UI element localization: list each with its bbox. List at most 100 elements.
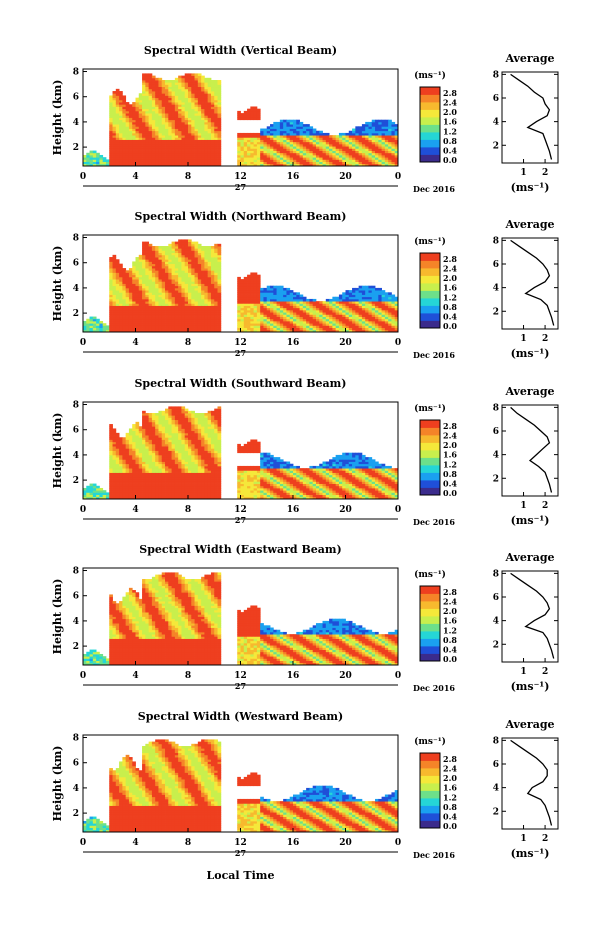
heatmap-cell [165, 303, 169, 306]
heatmap-cell [148, 141, 153, 145]
heatmap-cell [289, 130, 294, 134]
heatmap-cell [381, 292, 386, 295]
heatmap-cell [165, 106, 169, 110]
heatmap-cell [335, 312, 340, 315]
heatmap-cell [155, 320, 159, 324]
heatmap-cell [256, 281, 261, 284]
heatmap-cell [371, 320, 376, 324]
heatmap-cell [358, 128, 363, 132]
heatmap-cell [204, 126, 209, 129]
heatmap-cell [128, 312, 133, 315]
heatmap-cell [128, 323, 133, 326]
heatmap-cell [201, 307, 205, 311]
heatmap-cell [184, 159, 189, 162]
heatmap-cell [283, 128, 287, 132]
heatmap-cell [109, 430, 113, 434]
heatmap-cell [165, 157, 169, 160]
heatmap-cell [194, 259, 199, 262]
heatmap-cell [388, 325, 392, 328]
heatmap-cell [102, 163, 107, 167]
heatmap-cell [279, 325, 284, 328]
heatmap-cell [276, 139, 281, 143]
heatmap-cell [119, 452, 123, 456]
heatmap-cell [306, 303, 310, 306]
heatmap-cell [283, 314, 287, 317]
heatmap-cell [306, 130, 310, 134]
heatmap-cell [148, 296, 153, 300]
heatmap-cell [165, 95, 169, 99]
heatmap-cell [286, 309, 291, 313]
heatmap-cell [191, 250, 195, 254]
heatmap-cell [142, 137, 146, 140]
heatmap-cell [302, 325, 307, 328]
heatmap-cell [243, 161, 248, 165]
heatmap-cell [128, 437, 133, 440]
heatmap-cell [138, 327, 143, 331]
heatmap-cell [155, 157, 159, 160]
heatmap-cell [210, 108, 215, 112]
heatmap-cell [283, 146, 287, 149]
heatmap-cell [338, 325, 343, 328]
heatmap-cell [329, 150, 333, 154]
colorbar-swatch [420, 283, 440, 291]
heatmap-cell [355, 314, 360, 317]
heatmap-cell [201, 279, 205, 282]
heatmap-cell [375, 124, 379, 127]
heatmap-cell [273, 130, 277, 134]
heatmap-cell [128, 108, 133, 112]
heatmap-cell [148, 303, 153, 306]
heatmap-cell [243, 154, 248, 158]
heatmap-cell [217, 298, 222, 302]
heatmap-cell [181, 301, 186, 304]
heatmap-cell [293, 292, 297, 295]
heatmap-cell [92, 487, 97, 491]
heatmap-cell [122, 457, 127, 460]
heatmap-cell [125, 485, 130, 489]
heatmap-cell [115, 263, 120, 267]
heatmap-cell [89, 325, 94, 328]
heatmap-cell [145, 91, 150, 94]
heatmap-cell [132, 126, 136, 129]
heatmap-cell [132, 150, 136, 154]
heatmap-cell [210, 159, 215, 162]
heatmap-cell [158, 137, 163, 140]
heatmap-cell [273, 316, 277, 320]
heatmap-cell [122, 487, 127, 491]
heatmap-cell [381, 316, 386, 320]
heatmap-cell [302, 148, 307, 151]
heatmap-cell [181, 150, 186, 154]
heatmap-cell [135, 296, 140, 300]
heatmap-cell [289, 137, 294, 140]
heatmap-cell [270, 290, 274, 293]
heatmap-cell [128, 287, 133, 291]
heatmap-cell [174, 86, 179, 90]
heatmap-cell [125, 137, 130, 140]
heatmap-cell [115, 290, 120, 293]
heatmap-cell [161, 95, 166, 99]
heatmap-cell [191, 274, 195, 278]
heatmap-cell [384, 316, 389, 320]
heatmap-cell [348, 292, 353, 295]
heatmap-cell [191, 119, 195, 123]
heatmap-cell [270, 152, 274, 156]
heatmap-cell [250, 146, 255, 149]
heatmap-cell [125, 290, 130, 293]
heatmap-cell [315, 130, 320, 134]
heatmap-cell [201, 157, 205, 160]
heatmap-cell [174, 320, 179, 324]
heatmap-cell [122, 272, 127, 276]
heatmap-cell [142, 106, 146, 110]
heatmap-cell [289, 314, 294, 317]
heatmap-cell [207, 143, 212, 147]
heatmap-cell [197, 292, 202, 295]
heatmap-cell [210, 305, 215, 309]
heatmap-cell [122, 104, 127, 107]
heatmap-cell [155, 301, 159, 304]
heatmap-cell [168, 128, 172, 132]
heatmap-cell [361, 314, 366, 317]
heatmap-cell [332, 314, 337, 317]
heatmap-cell [368, 150, 373, 154]
heatmap-cell [151, 110, 156, 114]
heatmap-cell [270, 143, 274, 147]
heatmap-cell [237, 292, 241, 295]
